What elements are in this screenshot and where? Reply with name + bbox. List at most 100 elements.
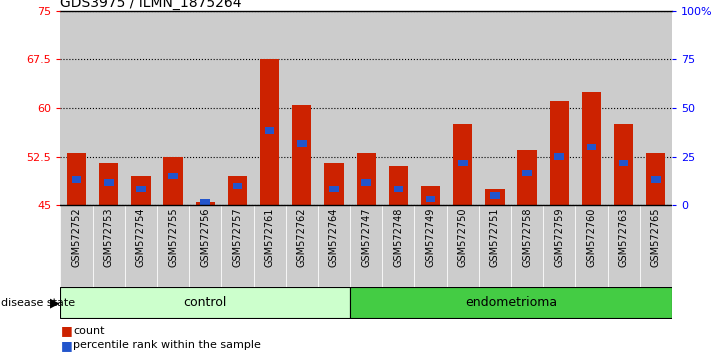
Bar bbox=[393, 186, 403, 192]
Bar bbox=[582, 92, 601, 205]
Bar bbox=[318, 205, 350, 287]
Text: GSM572756: GSM572756 bbox=[201, 208, 210, 267]
Bar bbox=[92, 11, 125, 205]
Bar bbox=[447, 205, 479, 287]
Bar bbox=[651, 176, 661, 183]
Text: GSM572764: GSM572764 bbox=[329, 208, 339, 267]
Bar bbox=[383, 11, 415, 205]
Bar bbox=[555, 153, 564, 160]
Text: GSM572757: GSM572757 bbox=[232, 208, 242, 267]
Bar bbox=[157, 11, 189, 205]
Bar bbox=[479, 11, 511, 205]
Text: GSM572760: GSM572760 bbox=[587, 208, 597, 267]
Text: disease state: disease state bbox=[1, 298, 75, 308]
Bar bbox=[646, 153, 665, 205]
Bar bbox=[67, 153, 86, 205]
Bar bbox=[157, 205, 189, 287]
Bar bbox=[72, 176, 81, 183]
Bar bbox=[426, 195, 435, 202]
Text: GSM572761: GSM572761 bbox=[264, 208, 274, 267]
Bar bbox=[99, 163, 118, 205]
Text: GSM572754: GSM572754 bbox=[136, 208, 146, 267]
Text: GDS3975 / ILMN_1875264: GDS3975 / ILMN_1875264 bbox=[60, 0, 242, 10]
Text: GSM572750: GSM572750 bbox=[458, 208, 468, 267]
Bar bbox=[318, 11, 350, 205]
Bar bbox=[543, 11, 575, 205]
Bar bbox=[511, 205, 543, 287]
Text: GSM572749: GSM572749 bbox=[425, 208, 436, 267]
Bar bbox=[136, 186, 146, 192]
Bar bbox=[254, 11, 286, 205]
Bar bbox=[286, 11, 318, 205]
Bar bbox=[169, 173, 178, 179]
Bar bbox=[350, 11, 383, 205]
Bar bbox=[485, 189, 505, 205]
Text: GSM572751: GSM572751 bbox=[490, 208, 500, 267]
Text: GSM572762: GSM572762 bbox=[296, 208, 307, 267]
Bar bbox=[324, 163, 343, 205]
Bar bbox=[453, 124, 472, 205]
Bar bbox=[490, 192, 500, 199]
Bar bbox=[260, 59, 279, 205]
Bar bbox=[389, 166, 408, 205]
Bar bbox=[196, 202, 215, 205]
Bar bbox=[350, 287, 672, 318]
Text: GSM572747: GSM572747 bbox=[361, 208, 371, 267]
Bar bbox=[254, 205, 286, 287]
Bar bbox=[125, 205, 157, 287]
Bar bbox=[201, 199, 210, 205]
Bar bbox=[421, 186, 440, 205]
Bar bbox=[329, 186, 339, 192]
Text: ■: ■ bbox=[60, 339, 73, 352]
Bar bbox=[523, 170, 532, 176]
Bar bbox=[479, 205, 511, 287]
Text: GSM572748: GSM572748 bbox=[393, 208, 403, 267]
Text: GSM572758: GSM572758 bbox=[522, 208, 532, 267]
Text: ■: ■ bbox=[60, 325, 73, 337]
Bar bbox=[543, 205, 575, 287]
Bar bbox=[518, 150, 537, 205]
Text: GSM572753: GSM572753 bbox=[104, 208, 114, 267]
Bar bbox=[458, 160, 468, 166]
Bar bbox=[60, 205, 92, 287]
Text: ▶: ▶ bbox=[50, 296, 60, 309]
Bar bbox=[415, 11, 447, 205]
Bar bbox=[104, 179, 114, 186]
Bar bbox=[125, 11, 157, 205]
Text: GSM572765: GSM572765 bbox=[651, 208, 661, 267]
Bar bbox=[232, 183, 242, 189]
Bar bbox=[575, 205, 607, 287]
Bar bbox=[60, 287, 350, 318]
Bar bbox=[221, 11, 254, 205]
Text: GSM572763: GSM572763 bbox=[619, 208, 629, 267]
Text: GSM572752: GSM572752 bbox=[72, 208, 82, 267]
Bar bbox=[640, 205, 672, 287]
Bar bbox=[415, 205, 447, 287]
Bar bbox=[228, 176, 247, 205]
Bar bbox=[92, 205, 125, 287]
Bar bbox=[297, 141, 306, 147]
Text: GSM572755: GSM572755 bbox=[168, 208, 178, 267]
Bar bbox=[361, 179, 371, 186]
Bar bbox=[619, 160, 629, 166]
Bar bbox=[550, 102, 569, 205]
Bar bbox=[350, 205, 383, 287]
Bar bbox=[164, 156, 183, 205]
Text: control: control bbox=[183, 296, 227, 309]
Bar bbox=[189, 11, 221, 205]
Bar bbox=[607, 205, 640, 287]
Bar bbox=[587, 144, 597, 150]
Bar bbox=[60, 11, 92, 205]
Bar bbox=[286, 205, 318, 287]
Bar bbox=[356, 153, 376, 205]
Text: GSM572759: GSM572759 bbox=[555, 208, 565, 267]
Bar bbox=[575, 11, 607, 205]
Text: count: count bbox=[73, 326, 105, 336]
Bar bbox=[447, 11, 479, 205]
Text: percentile rank within the sample: percentile rank within the sample bbox=[73, 340, 261, 350]
Bar bbox=[221, 205, 254, 287]
Bar bbox=[132, 176, 151, 205]
Text: endometrioma: endometrioma bbox=[465, 296, 557, 309]
Bar bbox=[292, 105, 311, 205]
Bar bbox=[264, 127, 274, 134]
